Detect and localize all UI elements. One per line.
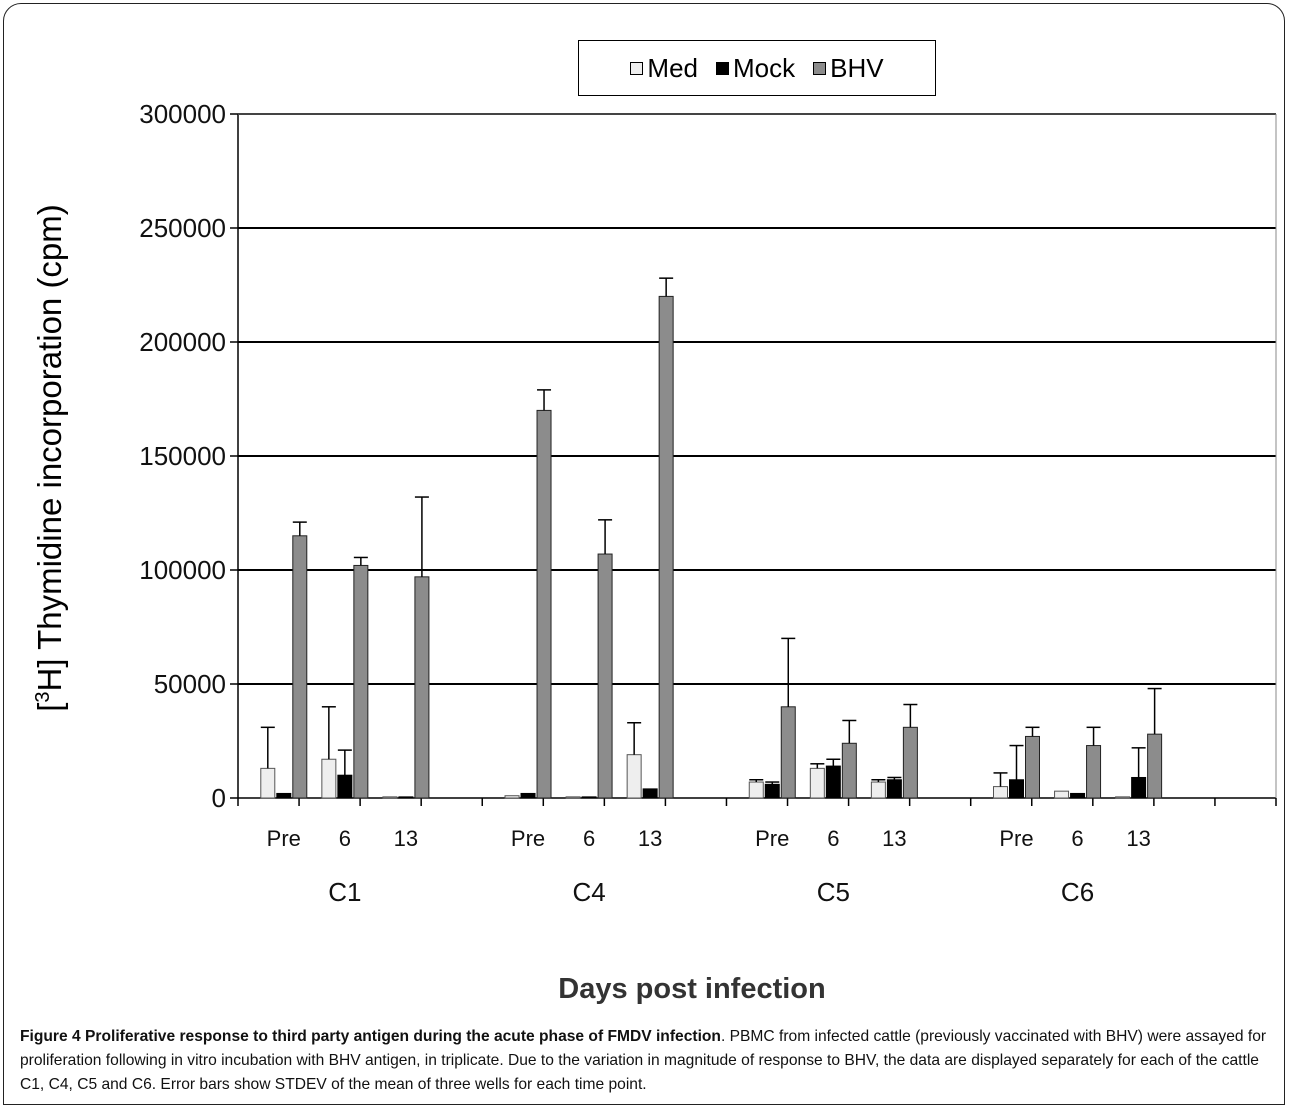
bar-mock bbox=[764, 783, 780, 799]
bar-med bbox=[809, 767, 825, 799]
y-axis-label-prefix: [ bbox=[31, 702, 68, 712]
bar-med bbox=[1115, 796, 1131, 799]
bar-mock bbox=[825, 765, 841, 799]
bar-mock bbox=[1009, 779, 1024, 799]
bar-med bbox=[1054, 790, 1070, 799]
legend-swatch-med bbox=[630, 61, 644, 75]
x-tick-label: 6 bbox=[827, 826, 839, 851]
bar-mock bbox=[520, 792, 536, 799]
x-tick-label: 6 bbox=[1071, 826, 1083, 851]
legend-label-bhv: BHV bbox=[830, 52, 884, 83]
bar-med bbox=[870, 781, 886, 799]
x-tick-label: 13 bbox=[394, 826, 418, 851]
bar-med bbox=[565, 796, 581, 799]
y-axis-label: [3H] Thymidine incorporation (cpm) bbox=[31, 204, 69, 712]
bar-bhv bbox=[902, 726, 918, 799]
y-axis-label-superscript: 3 bbox=[32, 691, 54, 703]
bar-bhv bbox=[292, 535, 308, 799]
x-axis-label: Days post infection bbox=[558, 973, 826, 1005]
bar-mock bbox=[642, 788, 658, 799]
x-tick-label: 13 bbox=[638, 826, 662, 851]
x-tick-label: 13 bbox=[1126, 826, 1150, 851]
bar-med bbox=[993, 786, 1008, 799]
legend-label-mock: Mock bbox=[732, 52, 796, 83]
y-tick-label: 100000 bbox=[139, 555, 226, 585]
y-tick-label: 200000 bbox=[139, 327, 226, 357]
y-axis-label-rest: H] Thymidine incorporation (cpm) bbox=[31, 204, 68, 692]
bar-mock bbox=[337, 774, 353, 799]
bar-mock bbox=[398, 796, 414, 799]
y-tick-label: 250000 bbox=[139, 213, 226, 243]
bar-bhv bbox=[1147, 733, 1163, 799]
bar-med bbox=[748, 781, 764, 799]
bars bbox=[260, 295, 1163, 799]
bar-bhv bbox=[780, 706, 796, 799]
caption-title: Figure 4 Proliferative response to third… bbox=[20, 1028, 721, 1045]
y-tick-label: 0 bbox=[212, 783, 226, 813]
figure-frame bbox=[3, 3, 1285, 1105]
bar-bhv bbox=[1025, 735, 1040, 799]
x-tick-label: Pre bbox=[755, 826, 789, 851]
y-tick-label: 300000 bbox=[139, 99, 226, 129]
group-label: C4 bbox=[572, 877, 605, 907]
group-label: C6 bbox=[1061, 877, 1094, 907]
x-tick-label: 6 bbox=[339, 826, 351, 851]
figure-caption: Figure 4 Proliferative response to third… bbox=[20, 1025, 1275, 1097]
group-label: C1 bbox=[328, 877, 361, 907]
legend-item-mock: Mock bbox=[715, 52, 796, 84]
legend: Med Mock BHV bbox=[578, 40, 936, 96]
bar-med bbox=[321, 758, 337, 799]
axes bbox=[230, 113, 1277, 806]
bar-bhv bbox=[658, 295, 674, 799]
bar-med bbox=[626, 754, 642, 799]
y-tick-label: 150000 bbox=[139, 441, 226, 471]
bar-med bbox=[260, 767, 276, 799]
group-label: C5 bbox=[817, 877, 850, 907]
bar-bhv bbox=[841, 742, 857, 799]
bar-bhv bbox=[536, 409, 552, 799]
legend-item-med: Med bbox=[630, 53, 698, 84]
x-tick-label: Pre bbox=[999, 826, 1033, 851]
bar-bhv bbox=[1086, 745, 1102, 799]
legend-swatch-bhv bbox=[813, 61, 827, 75]
legend-swatch-mock bbox=[715, 61, 729, 75]
x-tick-label: 13 bbox=[882, 826, 906, 851]
bar-med bbox=[504, 795, 520, 799]
bar-bhv bbox=[353, 564, 369, 799]
bar-mock bbox=[886, 779, 902, 799]
tick-labels: 0 50000 100000 150000 200000 250000 300000 Pre 6… bbox=[139, 99, 1151, 907]
legend-item-bhv: BHV bbox=[813, 52, 884, 84]
bar-mock bbox=[1131, 776, 1147, 799]
bar-med bbox=[382, 796, 398, 799]
gridlines bbox=[238, 113, 1276, 685]
caption-body: . PBMC from infected cattle (previously … bbox=[20, 1028, 1267, 1093]
bar-bhv bbox=[414, 576, 430, 799]
bar-mock bbox=[1070, 792, 1086, 799]
y-tick-label: 50000 bbox=[154, 669, 226, 699]
error-bars bbox=[260, 277, 1162, 787]
bar-mock bbox=[276, 792, 292, 799]
x-tick-label: 6 bbox=[583, 826, 595, 851]
legend-label-med: Med bbox=[647, 52, 698, 83]
x-tick-label: Pre bbox=[511, 826, 545, 851]
bar-mock bbox=[581, 796, 597, 799]
bar-bhv bbox=[597, 553, 613, 799]
x-tick-label: Pre bbox=[267, 826, 301, 851]
